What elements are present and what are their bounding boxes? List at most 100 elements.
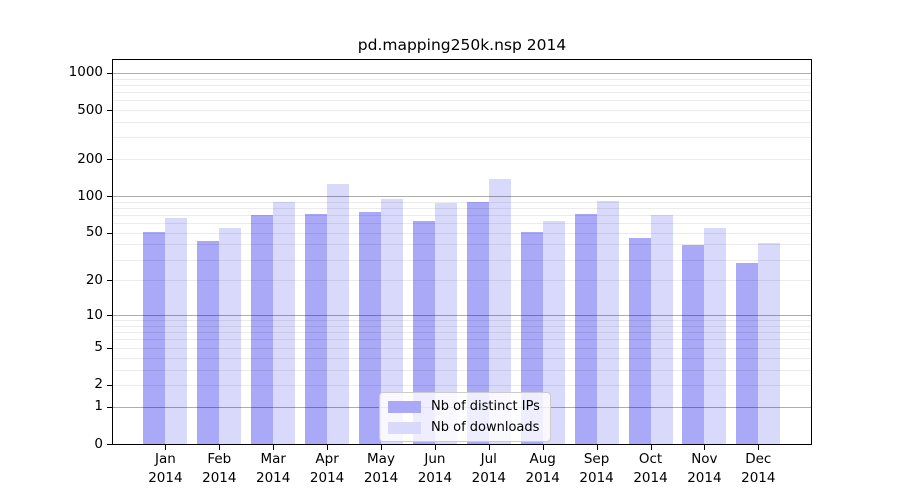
x-tick-label-jan: Jan 2014 xyxy=(148,451,183,486)
legend-label-distinct-ips: Nb of distinct IPs xyxy=(431,399,540,414)
bar-downloads-mar xyxy=(273,201,296,444)
x-tick-dec xyxy=(758,445,760,450)
gridline-minor-70 xyxy=(113,214,811,216)
bar-downloads-aug xyxy=(542,220,565,444)
bar-distinct_ips-sep xyxy=(574,214,597,444)
bar-downloads-sep xyxy=(596,200,619,444)
gridline-major-100 xyxy=(113,196,811,198)
x-tick-label-dec: Dec 2014 xyxy=(741,451,776,486)
bar-downloads-feb xyxy=(219,227,242,444)
bar-distinct_ips-jul xyxy=(466,202,489,444)
chart-title: pd.mapping250k.nsp 2014 xyxy=(357,36,567,54)
bar-distinct_ips-may xyxy=(359,212,381,444)
gridline-minor-700 xyxy=(113,91,811,93)
x-tick-jan xyxy=(165,445,167,450)
gridline-minor-9 xyxy=(113,320,811,322)
plot-area xyxy=(112,59,812,445)
x-tick-label-jul: Jul 2014 xyxy=(471,451,506,486)
legend-swatch-distinct-ips xyxy=(388,400,421,413)
gridline-major-10 xyxy=(113,315,811,317)
bar-downloads-jan xyxy=(165,218,188,444)
y-tick-label-1000: 1000 xyxy=(68,64,103,81)
y-tick-50 xyxy=(107,233,112,234)
y-tick-500 xyxy=(107,110,112,111)
bar-downloads-jul xyxy=(488,178,511,444)
bar-distinct_ips-jun xyxy=(412,220,435,444)
y-tick-2 xyxy=(107,385,112,386)
x-tick-may xyxy=(381,445,382,450)
x-tick-label-may: May 2014 xyxy=(363,451,399,486)
x-tick-sep xyxy=(596,445,598,450)
y-tick-10 xyxy=(107,315,112,316)
x-tick-jul xyxy=(488,445,490,450)
gridline-minor-600 xyxy=(113,100,811,102)
bar-distinct_ips-apr xyxy=(305,214,328,444)
y-tick-label-50: 50 xyxy=(85,224,103,241)
gridline-minor-5 xyxy=(113,347,811,349)
gridline-minor-300 xyxy=(113,137,811,139)
y-tick-label-100: 100 xyxy=(77,187,103,204)
y-tick-0 xyxy=(107,444,112,445)
legend-entry-distinct-ips: Nb of distinct IPs xyxy=(388,399,540,414)
legend-entry-downloads: Nb of downloads xyxy=(388,420,540,435)
bar-distinct_ips-dec xyxy=(736,263,759,444)
x-tick-apr xyxy=(327,445,329,450)
x-tick-label-nov: Nov 2014 xyxy=(687,451,722,486)
bar-downloads-nov xyxy=(704,227,727,444)
x-tick-label-feb: Feb 2014 xyxy=(202,451,237,486)
bar-distinct_ips-oct xyxy=(628,238,651,444)
gridline-minor-20 xyxy=(113,280,811,282)
gridline-minor-6 xyxy=(113,339,811,341)
gridline-minor-3 xyxy=(113,369,811,371)
gridline-minor-50 xyxy=(113,232,811,234)
y-tick-label-10: 10 xyxy=(85,306,103,323)
y-tick-1 xyxy=(107,407,112,408)
x-tick-jun xyxy=(434,445,436,450)
y-tick-label-2: 2 xyxy=(94,376,103,393)
y-tick-label-200: 200 xyxy=(77,150,103,167)
gridline-minor-4 xyxy=(113,357,811,359)
x-tick-nov xyxy=(704,445,706,450)
x-tick-label-apr: Apr 2014 xyxy=(309,451,345,486)
legend-swatch-downloads xyxy=(388,421,421,434)
gridline-minor-200 xyxy=(113,159,811,161)
gridline-minor-30 xyxy=(113,259,811,261)
gridline-minor-80 xyxy=(113,207,811,209)
y-tick-label-0: 0 xyxy=(94,435,103,452)
gridline-minor-8 xyxy=(113,325,811,327)
bar-downloads-apr xyxy=(327,183,350,444)
gridline-minor-7 xyxy=(113,332,811,334)
x-tick-label-sep: Sep 2014 xyxy=(579,451,614,486)
y-tick-label-500: 500 xyxy=(77,101,103,118)
x-tick-mar xyxy=(273,445,275,450)
gridline-minor-40 xyxy=(113,244,811,246)
gridline-minor-500 xyxy=(113,110,811,112)
y-tick-100 xyxy=(107,196,112,197)
gridline-minor-900 xyxy=(113,78,811,80)
legend: Nb of distinct IPs Nb of downloads xyxy=(379,392,551,442)
y-tick-20 xyxy=(107,280,112,281)
x-tick-label-oct: Oct 2014 xyxy=(633,451,668,486)
bar-downloads-may xyxy=(381,198,403,444)
x-tick-feb xyxy=(219,445,221,450)
y-tick-label-20: 20 xyxy=(85,271,103,288)
legend-label-downloads: Nb of downloads xyxy=(431,420,540,435)
y-tick-1000 xyxy=(107,73,112,74)
x-tick-label-aug: Aug 2014 xyxy=(525,451,560,486)
y-tick-label-1: 1 xyxy=(94,398,103,415)
bar-distinct_ips-nov xyxy=(682,244,705,444)
bar-distinct_ips-feb xyxy=(197,240,220,444)
bar-downloads-oct xyxy=(650,215,673,444)
gridline-major-1000 xyxy=(113,72,811,74)
gridline-minor-400 xyxy=(113,121,811,123)
bar-distinct_ips-jan xyxy=(143,231,166,444)
x-tick-oct xyxy=(650,445,652,450)
x-tick-label-jun: Jun 2014 xyxy=(417,451,453,486)
y-tick-200 xyxy=(107,159,112,160)
x-tick-aug xyxy=(542,445,544,450)
bar-downloads-jun xyxy=(434,202,457,444)
bar-downloads-dec xyxy=(758,243,781,444)
x-tick-label-mar: Mar 2014 xyxy=(256,451,291,486)
gridline-minor-90 xyxy=(113,201,811,203)
